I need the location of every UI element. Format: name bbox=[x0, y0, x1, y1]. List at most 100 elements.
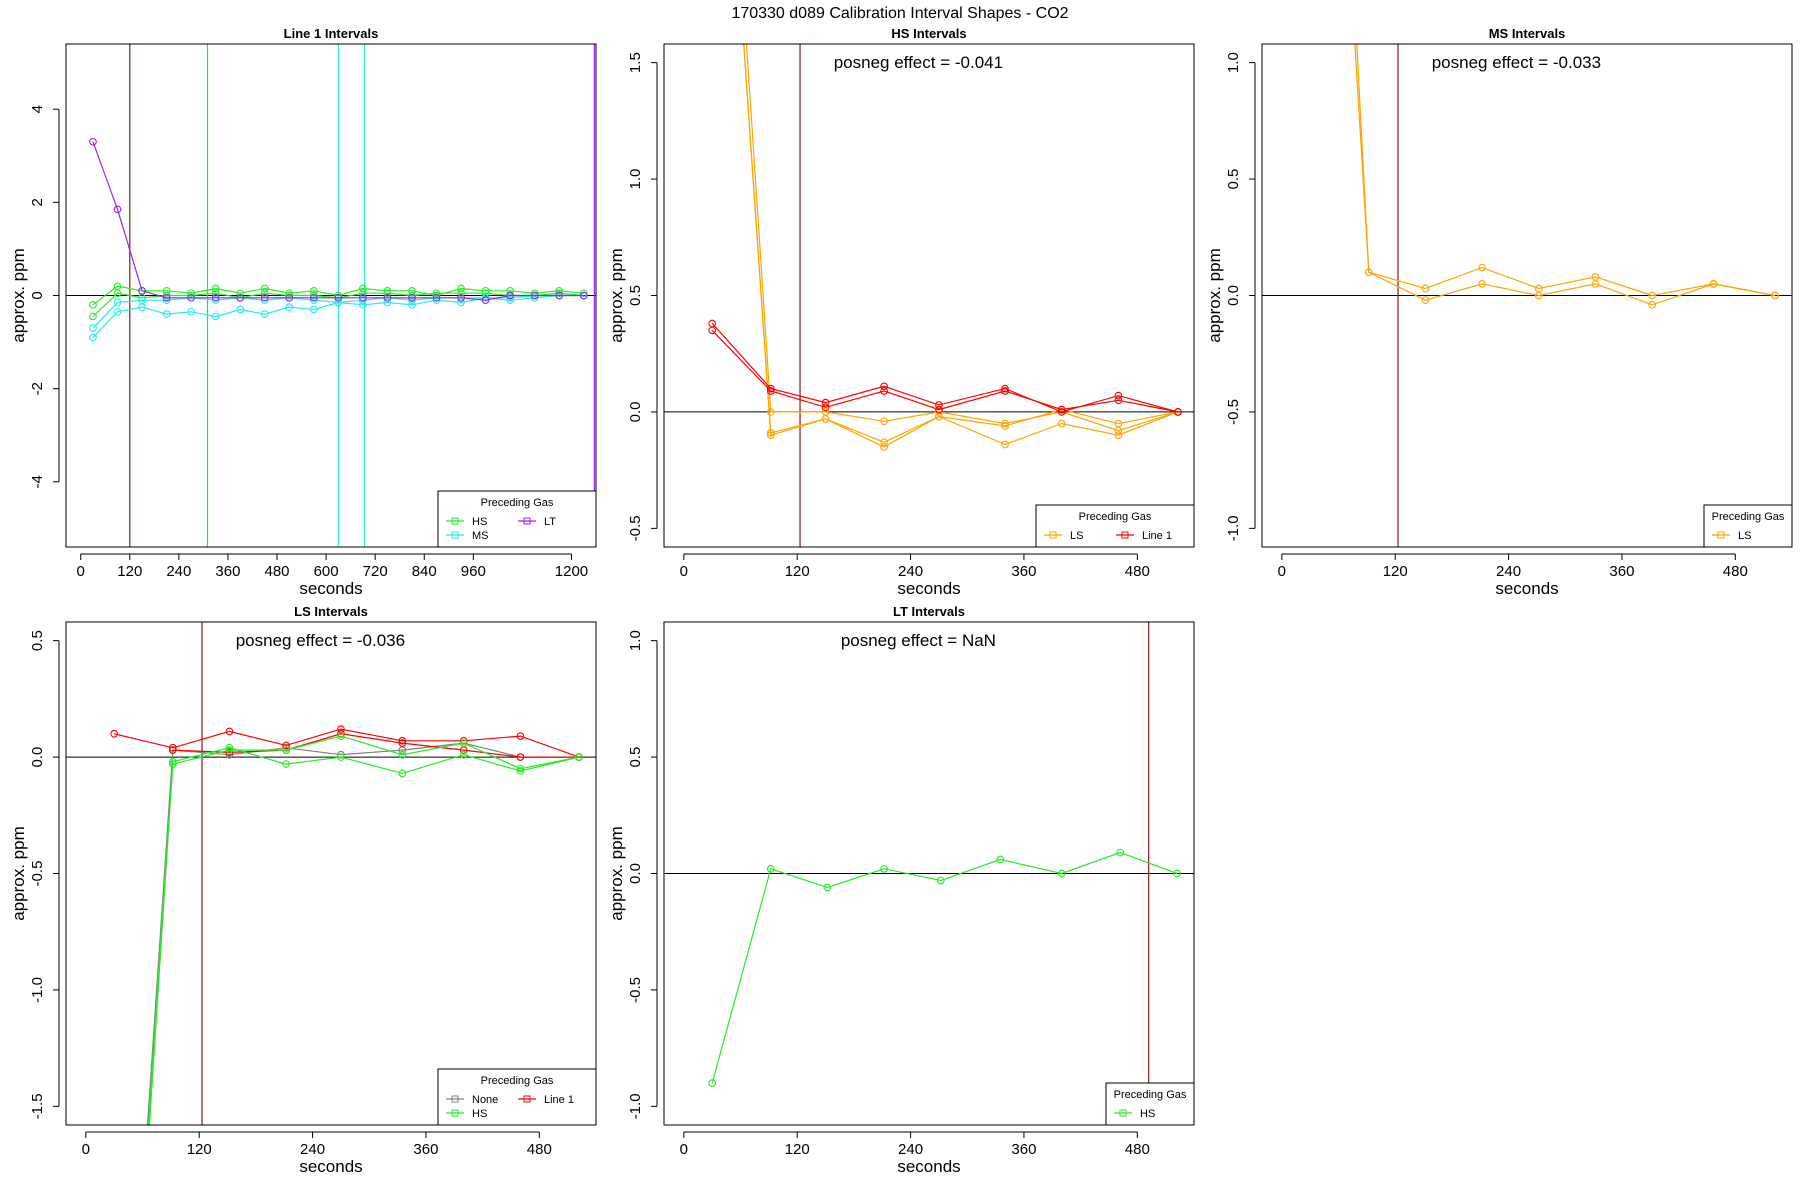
x-tick-label: 120 bbox=[117, 563, 142, 580]
data-point bbox=[1174, 408, 1182, 416]
data-point bbox=[236, 293, 245, 302]
y-tick-label: 1.0 bbox=[1225, 52, 1242, 73]
data-point bbox=[1057, 405, 1066, 414]
series-line bbox=[148, 735, 580, 1125]
data-point bbox=[708, 326, 717, 335]
series-line bbox=[745, 44, 1179, 432]
data-point bbox=[168, 760, 177, 768]
data-point bbox=[138, 303, 146, 311]
plot-area bbox=[1262, 44, 1792, 547]
x-tick-label: 240 bbox=[300, 1141, 325, 1158]
data-point bbox=[408, 296, 416, 305]
data-point bbox=[398, 739, 407, 747]
y-tick-label: 0.0 bbox=[1225, 285, 1242, 306]
x-axis: 0 120 240 360 480 seconds bbox=[82, 1131, 552, 1176]
y-tick-label: 1.0 bbox=[627, 169, 644, 190]
legend-box bbox=[1105, 1082, 1195, 1126]
legend-label: Line 1 bbox=[1142, 530, 1172, 542]
legend-entry-line-1: Line 1 bbox=[1116, 530, 1172, 542]
y-axis-label: approx. ppm bbox=[9, 248, 28, 343]
plot-area bbox=[664, 44, 1194, 547]
data-point bbox=[260, 296, 269, 305]
x-axis: 0 120 240 360 480 seconds bbox=[680, 1131, 1150, 1176]
data-point bbox=[823, 883, 832, 892]
plot-frame bbox=[1261, 43, 1793, 548]
x-tick-label: 360 bbox=[1011, 1141, 1036, 1158]
x-tick-label: 240 bbox=[898, 563, 923, 580]
legend-label: MS bbox=[472, 530, 489, 542]
posneg-annotation: posneg effect = -0.041 bbox=[834, 53, 1003, 72]
posneg-annotation: posneg effect = -0.036 bbox=[236, 631, 405, 650]
y-axis-label: approx. ppm bbox=[607, 826, 626, 921]
data-point bbox=[285, 303, 294, 311]
data-point bbox=[187, 307, 195, 316]
x-axis: 0 120 240 360 480 600 720 840 960 1200 seconds bbox=[77, 553, 588, 598]
data-point bbox=[459, 739, 468, 747]
series-ls-3 bbox=[745, 44, 1182, 435]
data-point bbox=[309, 305, 318, 314]
data-point bbox=[1364, 268, 1373, 277]
data-point bbox=[1709, 280, 1718, 288]
series-line bbox=[114, 728, 580, 758]
series-line-1-5 bbox=[708, 326, 1182, 416]
data-point bbox=[457, 293, 465, 302]
chart-panel-3: MS Intervals 0 120 240 360 480 seconds 1.0 0.5 0.… bbox=[1205, 26, 1793, 598]
series-line-1-3 bbox=[168, 729, 583, 761]
legend-entry-hs: HS bbox=[446, 1108, 487, 1120]
posneg-annotation: posneg effect = -0.033 bbox=[1432, 53, 1601, 72]
data-point bbox=[285, 289, 294, 298]
x-tick-label: 240 bbox=[166, 563, 191, 580]
data-point bbox=[383, 298, 392, 307]
legend-title: Preceding Gas bbox=[481, 1075, 554, 1087]
data-point bbox=[506, 293, 514, 302]
legend-label: HS bbox=[472, 516, 487, 528]
data-point bbox=[880, 387, 888, 395]
data-point bbox=[935, 405, 943, 414]
data-point bbox=[821, 403, 830, 412]
data-point bbox=[285, 291, 294, 300]
data-point bbox=[1771, 291, 1779, 300]
y-tick-label: 2 bbox=[29, 198, 46, 206]
y-tick-label: 0 bbox=[29, 291, 46, 299]
chart-panel-5: LT Intervals 0 120 240 360 480 seconds 1.0 0.5 0.… bbox=[607, 604, 1195, 1176]
chart-title: HS Intervals bbox=[891, 26, 966, 41]
legend-box bbox=[437, 1068, 597, 1126]
y-axis: 0.5 0.0 -0.5 -1.0 -1.5 approx. ppm bbox=[9, 630, 60, 1119]
x-tick-label: 1200 bbox=[555, 563, 588, 580]
data-point bbox=[516, 753, 525, 761]
data-point bbox=[334, 293, 343, 302]
data-point bbox=[225, 746, 234, 754]
data-point bbox=[113, 307, 122, 316]
data-point bbox=[337, 729, 345, 738]
legend-swatch-marker bbox=[523, 1095, 531, 1103]
x-tick-label: 0 bbox=[82, 1141, 90, 1158]
series-hs-5 bbox=[148, 732, 583, 1125]
data-point bbox=[236, 305, 245, 314]
data-point bbox=[359, 296, 367, 305]
data-point bbox=[481, 293, 490, 302]
data-point bbox=[935, 401, 943, 409]
y-tick-label: -2 bbox=[29, 382, 46, 395]
x-tick-label: 120 bbox=[785, 1141, 810, 1158]
data-point bbox=[432, 296, 441, 305]
data-point bbox=[530, 289, 539, 298]
legend-swatch-marker bbox=[451, 531, 459, 539]
legend-entry-hs: HS bbox=[446, 516, 487, 528]
legend-swatch-marker bbox=[1717, 531, 1725, 539]
data-point bbox=[821, 398, 830, 407]
series-line bbox=[92, 294, 584, 338]
x-axis-label: seconds bbox=[897, 579, 960, 598]
y-axis: 4 2 0 -2 -4 approx. ppm bbox=[9, 105, 60, 488]
y-tick-label: -1.0 bbox=[627, 1093, 644, 1119]
x-tick-label: 0 bbox=[680, 1141, 688, 1158]
data-point bbox=[211, 312, 220, 321]
series-hs-1 bbox=[708, 848, 1181, 1087]
y-axis-label: approx. ppm bbox=[607, 248, 626, 343]
plot-frame bbox=[663, 621, 1195, 1126]
data-point bbox=[1114, 431, 1123, 440]
data-point bbox=[1114, 426, 1123, 435]
x-axis: 0 120 240 360 480 seconds bbox=[1278, 553, 1748, 598]
series-line bbox=[147, 747, 580, 1125]
x-tick-label: 0 bbox=[77, 563, 85, 580]
data-point bbox=[168, 743, 177, 752]
